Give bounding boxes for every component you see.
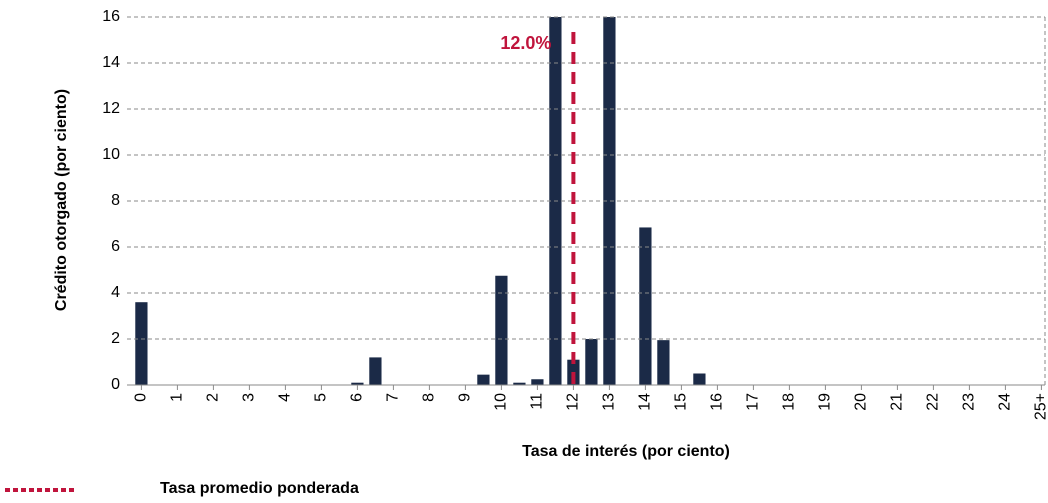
bar (369, 357, 382, 385)
y-tick-label: 8 (111, 192, 120, 209)
y-tick-label: 10 (102, 146, 120, 163)
bar (585, 339, 598, 385)
x-tick-label: 22 (925, 393, 942, 411)
bar (135, 302, 148, 385)
y-tick-label: 6 (111, 238, 120, 255)
x-tick-label: 10 (493, 393, 510, 411)
x-tick-label: 6 (349, 393, 366, 402)
y-tick-label: 4 (111, 284, 120, 301)
x-tick-label: 8 (421, 393, 438, 402)
y-tick-label: 12 (102, 100, 120, 117)
x-tick-label: 11 (529, 393, 546, 410)
bar (477, 374, 490, 385)
bar (549, 17, 562, 385)
bar (351, 382, 364, 385)
y-tick-label: 2 (111, 330, 120, 347)
y-tick-label: 0 (111, 376, 120, 393)
x-tick-label: 16 (709, 393, 726, 411)
x-tick-label: 20 (853, 393, 870, 411)
x-tick-label: 4 (277, 393, 294, 402)
bar (693, 373, 706, 385)
y-axis-label: Crédito otorgado (por ciento) (53, 89, 70, 311)
x-tick-label: 1 (169, 393, 186, 402)
bar (531, 379, 544, 385)
x-tick-label: 18 (781, 393, 798, 411)
x-tick-label: 12 (565, 393, 582, 411)
x-tick-label: 23 (961, 393, 978, 411)
bar (495, 275, 508, 385)
x-tick-label: 21 (889, 393, 906, 411)
x-tick-label: 3 (241, 393, 258, 402)
x-tick-label: 25+ (1033, 393, 1048, 420)
legend-label: Tasa promedio ponderada (160, 480, 359, 497)
x-tick-label: 17 (745, 393, 762, 411)
bar (657, 340, 670, 385)
x-tick-label: 24 (997, 393, 1014, 411)
x-tick-label: 2 (205, 393, 222, 402)
reference-label: 12.0% (500, 33, 551, 53)
x-tick-label: 15 (673, 393, 690, 411)
x-tick-label: 14 (637, 393, 654, 411)
x-tick-label: 9 (457, 393, 474, 402)
plot-area (135, 17, 706, 385)
x-tick-label: 19 (817, 393, 834, 411)
x-tick-label: 5 (313, 393, 330, 402)
x-axis-label: Tasa de interés (por ciento) (522, 443, 730, 460)
y-tick-label: 14 (102, 54, 120, 71)
bar (513, 382, 526, 385)
x-tick-label: 13 (601, 393, 618, 411)
y-tick-label: 16 (102, 8, 120, 25)
x-tick-label: 0 (133, 393, 150, 402)
x-tick-label: 7 (385, 393, 402, 402)
bar (603, 17, 616, 385)
bar (639, 227, 652, 385)
